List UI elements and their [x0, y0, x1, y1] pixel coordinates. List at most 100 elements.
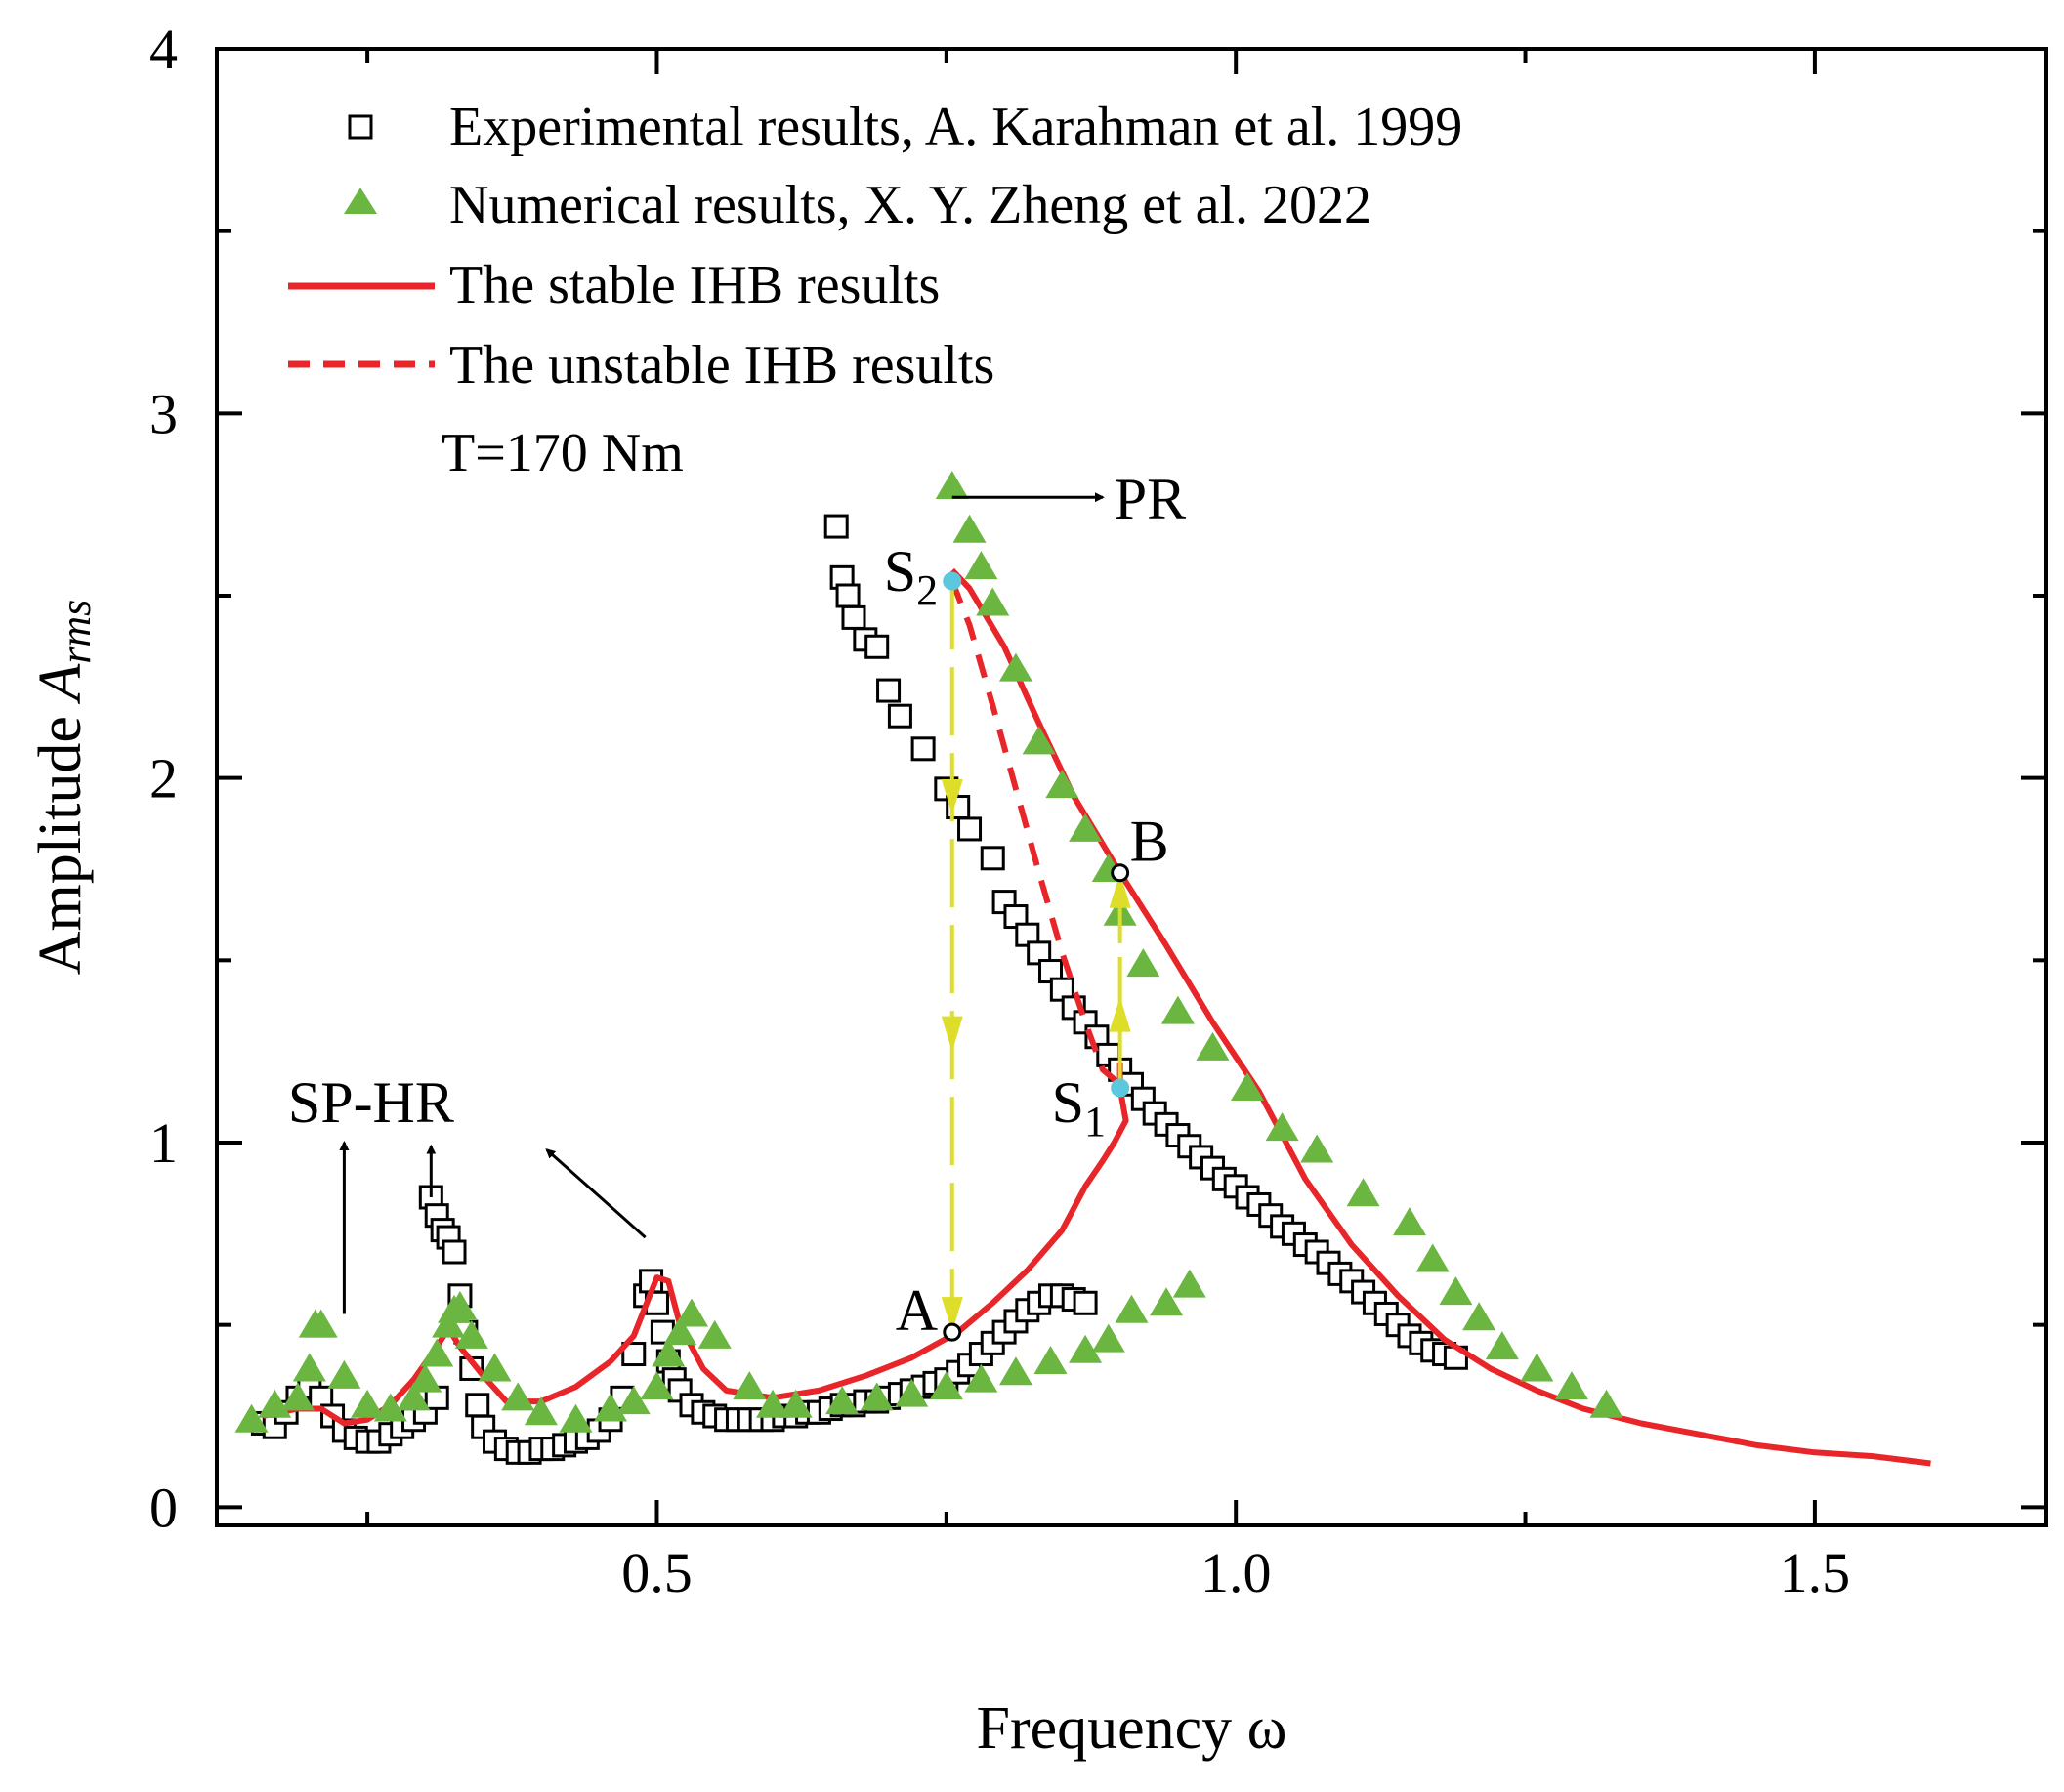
- numerical-point: [616, 1386, 651, 1415]
- numerical-point: [1554, 1371, 1588, 1400]
- numerical-point: [559, 1403, 593, 1433]
- numerical-point: [280, 1382, 315, 1411]
- y-tick-label: 0: [149, 1476, 178, 1539]
- numerical-point: [663, 1316, 697, 1346]
- stable-ihb-line: [262, 1062, 1129, 1427]
- numerical-point: [1520, 1353, 1554, 1382]
- sphr-arrow: [545, 1148, 647, 1239]
- experimental-point: [980, 846, 1005, 871]
- legend-marker-triangle: [344, 188, 377, 214]
- numerical-point: [373, 1393, 407, 1422]
- numerical-point: [652, 1338, 686, 1367]
- point-label-s1: S1: [1052, 1070, 1106, 1146]
- special-point: [943, 1322, 962, 1342]
- y-tick-label: 3: [149, 382, 178, 445]
- numerical-point: [1033, 1346, 1068, 1374]
- plot-frame: [215, 47, 2048, 1527]
- numerical-point: [1196, 1031, 1230, 1061]
- numerical-point: [675, 1298, 709, 1327]
- y-tick-label: 1: [149, 1111, 178, 1175]
- numerical-point: [1346, 1178, 1380, 1207]
- stable-ihb-line: [949, 567, 1931, 1467]
- jump-arrowhead-up: [1109, 996, 1131, 1032]
- x-tick-label: 0.5: [621, 1541, 693, 1604]
- legend-marker-square: [348, 114, 373, 140]
- numerical-point: [640, 1371, 674, 1400]
- condition-label: T=170 Nm: [442, 423, 684, 483]
- numerical-point: [327, 1359, 361, 1389]
- experimental-point: [910, 736, 936, 762]
- experimental-point: [876, 678, 902, 703]
- special-point: [1111, 863, 1130, 883]
- numerical-point: [733, 1371, 767, 1400]
- experimental-point: [887, 703, 912, 729]
- numerical-point: [1415, 1243, 1450, 1272]
- numerical-point: [1022, 726, 1056, 755]
- numerical-point: [1589, 1389, 1623, 1418]
- jump-arrowhead-down: [941, 779, 963, 814]
- y-axis-title-symbol: A: [27, 663, 94, 705]
- numerical-point: [1045, 770, 1079, 799]
- experimental-point: [957, 816, 983, 842]
- numerical-point: [976, 587, 1010, 616]
- numerical-point: [825, 1386, 860, 1415]
- experimental-point: [864, 634, 890, 659]
- special-point: [1111, 1078, 1130, 1098]
- numerical-point: [478, 1353, 512, 1382]
- numerical-point: [1485, 1331, 1519, 1360]
- numerical-point: [420, 1338, 454, 1367]
- axes: 0.5 1.0 1.5 0 1 2 3 4: [149, 18, 2048, 1604]
- experimental-point: [465, 1393, 490, 1418]
- numerical-point: [1115, 1294, 1149, 1323]
- numerical-point: [998, 1356, 1032, 1386]
- numerical-point: [964, 1363, 998, 1393]
- y-axis-title: Amplitude Arms: [27, 600, 100, 976]
- numerical-point: [442, 1291, 477, 1319]
- numerical-point: [292, 1353, 326, 1382]
- numerical-point: [397, 1382, 431, 1411]
- numerical-point: [1231, 1072, 1265, 1101]
- sphr-label: SP-HR: [288, 1070, 454, 1135]
- numerical-point: [756, 1389, 790, 1418]
- point-label-a: A: [896, 1278, 938, 1343]
- annotation-layer: S2 S1 A B PR SP-HR: [288, 467, 1186, 1343]
- jump-arrowhead-down: [941, 1016, 963, 1052]
- series-layer: [234, 471, 1931, 1467]
- numerical-point: [454, 1319, 488, 1349]
- experimental-point: [1073, 1290, 1098, 1315]
- numerical-point: [952, 514, 987, 543]
- y-axis-title-prefix: Amplitude: [27, 701, 94, 976]
- numerical-point: [998, 652, 1032, 682]
- numerical-point: [895, 1378, 929, 1407]
- experimental-point: [835, 583, 861, 608]
- numerical-point: [1126, 948, 1160, 978]
- numerical-point: [1069, 813, 1103, 842]
- legend-label-stable: The stable IHB results: [449, 255, 940, 315]
- numerical-point: [779, 1389, 813, 1418]
- numerical-point: [594, 1393, 628, 1422]
- point-label-b: B: [1130, 810, 1169, 874]
- numerical-point: [432, 1309, 466, 1338]
- y-tick-label: 2: [149, 747, 178, 811]
- experimental-point: [841, 604, 866, 630]
- numerical-point: [1265, 1112, 1299, 1142]
- numerical-point: [860, 1382, 894, 1411]
- legend: Experimental results, A. Karahman et al.…: [288, 97, 1462, 483]
- numerical-point: [697, 1319, 732, 1349]
- numerical-point: [1160, 995, 1195, 1024]
- experimental-point: [823, 514, 849, 539]
- numerical-point: [234, 1403, 269, 1433]
- numerical-point: [1091, 1323, 1125, 1353]
- special-point: [943, 571, 962, 591]
- numerical-point: [1393, 1207, 1427, 1236]
- numerical-point: [258, 1389, 292, 1418]
- experimental-point: [442, 1239, 467, 1265]
- x-tick-label: 1.5: [1780, 1541, 1851, 1604]
- numerical-point: [501, 1382, 535, 1411]
- numerical-point: [929, 1371, 963, 1400]
- numerical-point: [304, 1309, 338, 1338]
- numerical-point: [1300, 1134, 1334, 1163]
- y-tick-label: 4: [149, 18, 178, 81]
- jump-arrowhead-up: [1109, 872, 1131, 908]
